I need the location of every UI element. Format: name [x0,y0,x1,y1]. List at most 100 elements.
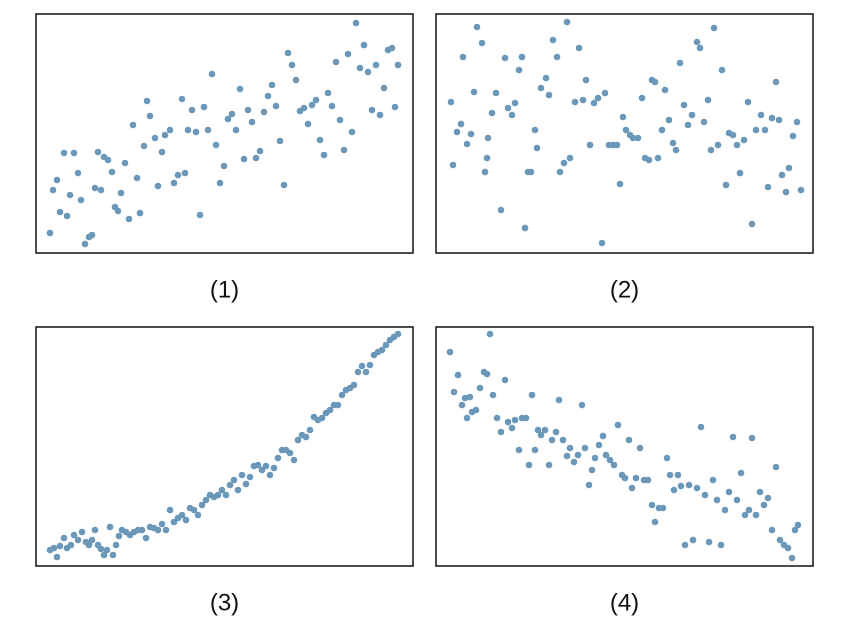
scatter-point [264,92,272,100]
scatter-point [142,534,150,542]
scatter-point [332,58,340,66]
scatter-point [549,36,557,44]
scatter-point [60,149,68,157]
scatter-point [764,183,772,191]
scatter-point [266,471,274,479]
scatter-point [560,159,568,167]
scatter-point [757,111,765,119]
scatter-point [669,139,677,147]
scatter-point [531,446,539,454]
plot-frame [435,13,814,254]
scatter-point [610,461,618,469]
scatter-point [178,95,186,103]
scatter-point [196,211,204,219]
scatter-point [629,134,637,142]
scatter-point [710,24,718,32]
scatter-point [372,61,380,69]
scatter-point [625,436,633,444]
scatter-point [284,49,292,57]
scatter-point [158,520,166,528]
scatter-point [748,220,756,228]
scatter-point [226,481,234,489]
scatter-point [713,496,721,504]
scatter-point [701,491,709,499]
scatter-point [670,486,678,494]
scatter-point [85,541,93,549]
scatter-point [481,168,489,176]
scatter-point [212,141,220,149]
plot-frame [35,13,414,254]
scatter-point [320,151,328,159]
scatter-point [537,84,545,92]
scatter-point [109,551,117,559]
scatter-point [518,53,526,61]
scatter-point [302,433,310,441]
scatter-point [286,449,294,457]
scatter-point [501,54,509,62]
scatter-point [785,164,793,172]
scatter-point [318,414,326,422]
scatter-point [659,504,667,512]
scatter-point [545,461,553,469]
scatter-point [129,121,137,129]
scatter-point [208,70,216,78]
scatter-point [492,89,500,97]
scatter-point [306,426,314,434]
scatter-point [366,361,374,369]
plot-frame [35,326,414,567]
scatter-point [545,91,553,99]
scatter-point [613,141,621,149]
scatter-point [248,118,256,126]
scatter-point [166,126,174,134]
scatter-point [563,452,571,460]
scatter-point [238,471,246,479]
scatter-point [483,154,491,162]
scatter-point [182,516,190,524]
scatter-point [493,414,501,422]
scatter-point [693,484,701,492]
scatter-point [100,551,108,559]
scatter-point [394,330,402,338]
scatter-point [326,406,334,414]
scatter-point [511,99,519,107]
scatter-point [104,156,112,164]
scatter-point [563,18,571,26]
scatter-point [645,156,653,164]
scatter-point [74,536,82,544]
scatter-point [663,454,671,462]
scatter-point [542,74,550,82]
scatter-point [178,511,186,519]
scatter-point [463,140,471,148]
scatter-point [312,96,320,104]
scatter-point [741,511,749,519]
scatter-point [67,541,75,549]
scatter-point [707,146,715,154]
scatter-point [91,526,99,534]
scatter-point [214,491,222,499]
scatter-point [685,481,693,489]
scatter-point [784,544,792,552]
scatter-point [292,76,300,84]
scatter-point [602,451,610,459]
scatter-point [638,94,646,102]
scatter-point [288,61,296,69]
scatter-point [358,362,366,370]
scatter-point [797,186,805,194]
scatter-point [654,154,662,162]
scatter-point [651,518,659,526]
scatter-point [328,102,336,110]
scatter-point [782,188,790,196]
scatter-point [151,134,159,142]
scatter-point [467,130,475,138]
scatter-point [202,496,210,504]
scatter-point [457,120,465,128]
scatter-point [458,401,466,409]
scatter-point [634,134,642,142]
scatter-point [700,118,708,126]
scatter-point [672,146,680,154]
scatter-point [158,148,166,156]
scatter-point [666,471,674,479]
scatter-point [725,488,733,496]
scatter-point [636,444,644,452]
scatter-point [232,126,240,134]
